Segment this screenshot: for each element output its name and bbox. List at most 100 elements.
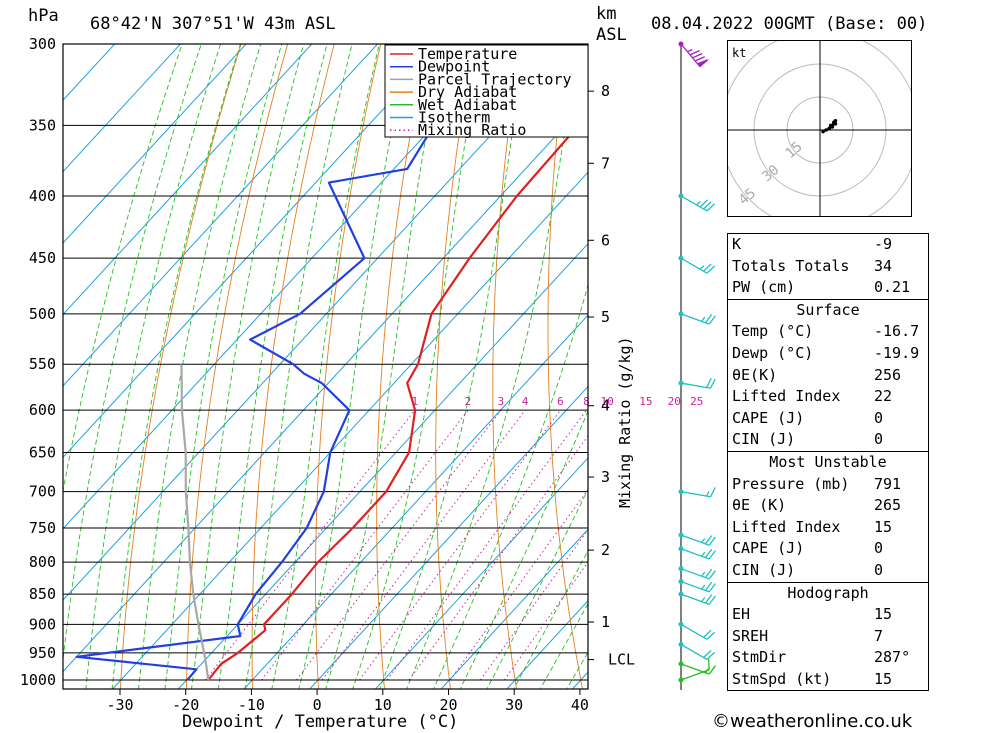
index-value: -9 (874, 235, 893, 253)
hodograph-panel: kt 15 30 45 (720, 30, 920, 230)
asl-unit: ASL (596, 25, 627, 45)
location-title: 68°42'N 307°51'W 43m ASL (90, 14, 336, 34)
wind-barb-half-flag (706, 491, 710, 497)
most-unstable-title: Most Unstable (769, 452, 887, 471)
wind-barb-half-flag (701, 316, 706, 322)
index-row: θE(K) 256 (728, 365, 928, 387)
mixing-ratio-value: 25 (690, 395, 703, 408)
wind-barb-flag (706, 203, 716, 212)
index-key: CAPE (J) (732, 539, 805, 558)
wind-barb-flag (709, 487, 716, 498)
mixing-ratio-value: 3 (498, 395, 505, 408)
wind-barb-half-flag (701, 551, 706, 557)
wind-barb-flag (707, 659, 710, 670)
temp-tick-label: 10 (374, 696, 392, 714)
wind-barb-staff (680, 313, 710, 325)
wind-barb-flag (709, 378, 716, 389)
pressure-tick-label: 500 (29, 305, 56, 323)
index-row: CAPE (J) 0 (728, 538, 928, 560)
wind-barb (678, 661, 716, 675)
temp-tick-label: -30 (106, 696, 133, 714)
pressure-tick-label: 850 (29, 585, 56, 603)
index-value: 7 (874, 626, 884, 645)
wind-barb-staff (680, 490, 711, 498)
pressure-tick-label: 750 (29, 519, 56, 537)
wet-adiabat-line (138, 44, 262, 689)
wind-barb-flag (689, 49, 700, 56)
isotherm-line (243, 314, 588, 689)
index-value: 22 (874, 387, 893, 406)
index-key: Dewp (°C) (732, 343, 814, 362)
wind-barb (678, 591, 716, 606)
most-unstable-section: Most Unstable Pressure (mb) 791 θE (K) 265 L… (728, 450, 928, 582)
index-value: 0 (874, 560, 884, 579)
wind-barb (678, 566, 716, 580)
wet-adiabat-line (85, 44, 222, 689)
index-value: 791 (874, 474, 902, 493)
wind-barb-flag (697, 59, 708, 65)
isotherm-line (63, 44, 444, 459)
wet-adiabat-line (63, 44, 183, 494)
index-key: StmDir (732, 648, 787, 667)
wet-adiabat-line (432, 283, 588, 689)
mixing-ratio-line (359, 409, 561, 681)
wind-barb-flag (704, 581, 713, 591)
index-value: 0 (874, 430, 884, 449)
pressure-tick-label: 300 (29, 35, 56, 53)
mixing-ratio-value: 8 (583, 395, 590, 408)
index-key: θE(K) (732, 365, 778, 384)
temp-tick-label: -20 (172, 696, 199, 714)
wind-barb-flag (706, 651, 716, 660)
dry-adiabat-line (315, 44, 382, 689)
wind-barb (678, 255, 716, 274)
wet-adiabat-line (459, 409, 588, 689)
wind-barb (678, 377, 716, 389)
mixing-ratio-value: 6 (557, 395, 564, 408)
parcel-trajectory-line (180, 364, 210, 681)
index-row: Temp (°C) -16.7 (728, 321, 928, 343)
index-row: EH 15 (728, 604, 928, 626)
index-value: 256 (874, 365, 902, 384)
index-row: Dewp (°C) -19.9 (728, 343, 928, 365)
index-row: Pressure (mb) 791 (728, 474, 928, 496)
legend-label: Isotherm (418, 109, 490, 127)
wind-barb (678, 659, 710, 683)
temp-tick-label: 40 (571, 696, 589, 714)
index-row: Lifted Index 22 (728, 386, 928, 408)
surface-section: Surface Temp (°C) -16.7 Dewp (°C) -19.9 θE(K… (728, 298, 928, 451)
temp-tick-label: 20 (439, 696, 457, 714)
isotherm-line (440, 528, 588, 689)
dry-adiabat-line (653, 8, 719, 706)
dry-adiabat-line (186, 44, 289, 689)
height-tick-label: 4 (601, 397, 610, 415)
mixing-ratio-line (261, 409, 469, 681)
index-value: 0 (874, 408, 884, 427)
index-value: 15 (874, 669, 893, 688)
wet-adiabat-line (325, 44, 444, 689)
index-row: θE (K) 265 (728, 495, 928, 517)
wind-barb-staff (680, 663, 710, 675)
index-value: -16.7 (874, 322, 920, 341)
wind-barb-flag (703, 263, 712, 272)
wet-adiabat-line (63, 44, 202, 663)
index-key: PW (cm) (732, 278, 796, 297)
profile-lines (75, 44, 588, 681)
km-unit: km (596, 4, 616, 24)
copyright[interactable]: ©weatheronline.co.uk (712, 711, 913, 732)
pressure-tick-label: 700 (29, 483, 56, 501)
index-row: CAPE (J) 0 (728, 408, 928, 430)
mixing-ratio-labels: 1 2 3 4 6 8 10 15 20 25 (411, 395, 703, 408)
wind-barb-flag (703, 201, 712, 210)
wind-barb (678, 546, 716, 560)
wind-barb-staff (680, 643, 708, 661)
mixing-ratio-axis-label: Mixing Ratio (g/kg) (616, 336, 634, 508)
wind-barb-flag (708, 315, 716, 325)
legend-label: Dry Adiabat (418, 83, 517, 101)
wet-adiabat-line (379, 44, 527, 689)
index-key: CIN (J) (732, 560, 796, 579)
hodograph-point (830, 125, 835, 129)
wind-barb-half-flag (701, 571, 706, 577)
index-value: -19.9 (874, 343, 920, 362)
